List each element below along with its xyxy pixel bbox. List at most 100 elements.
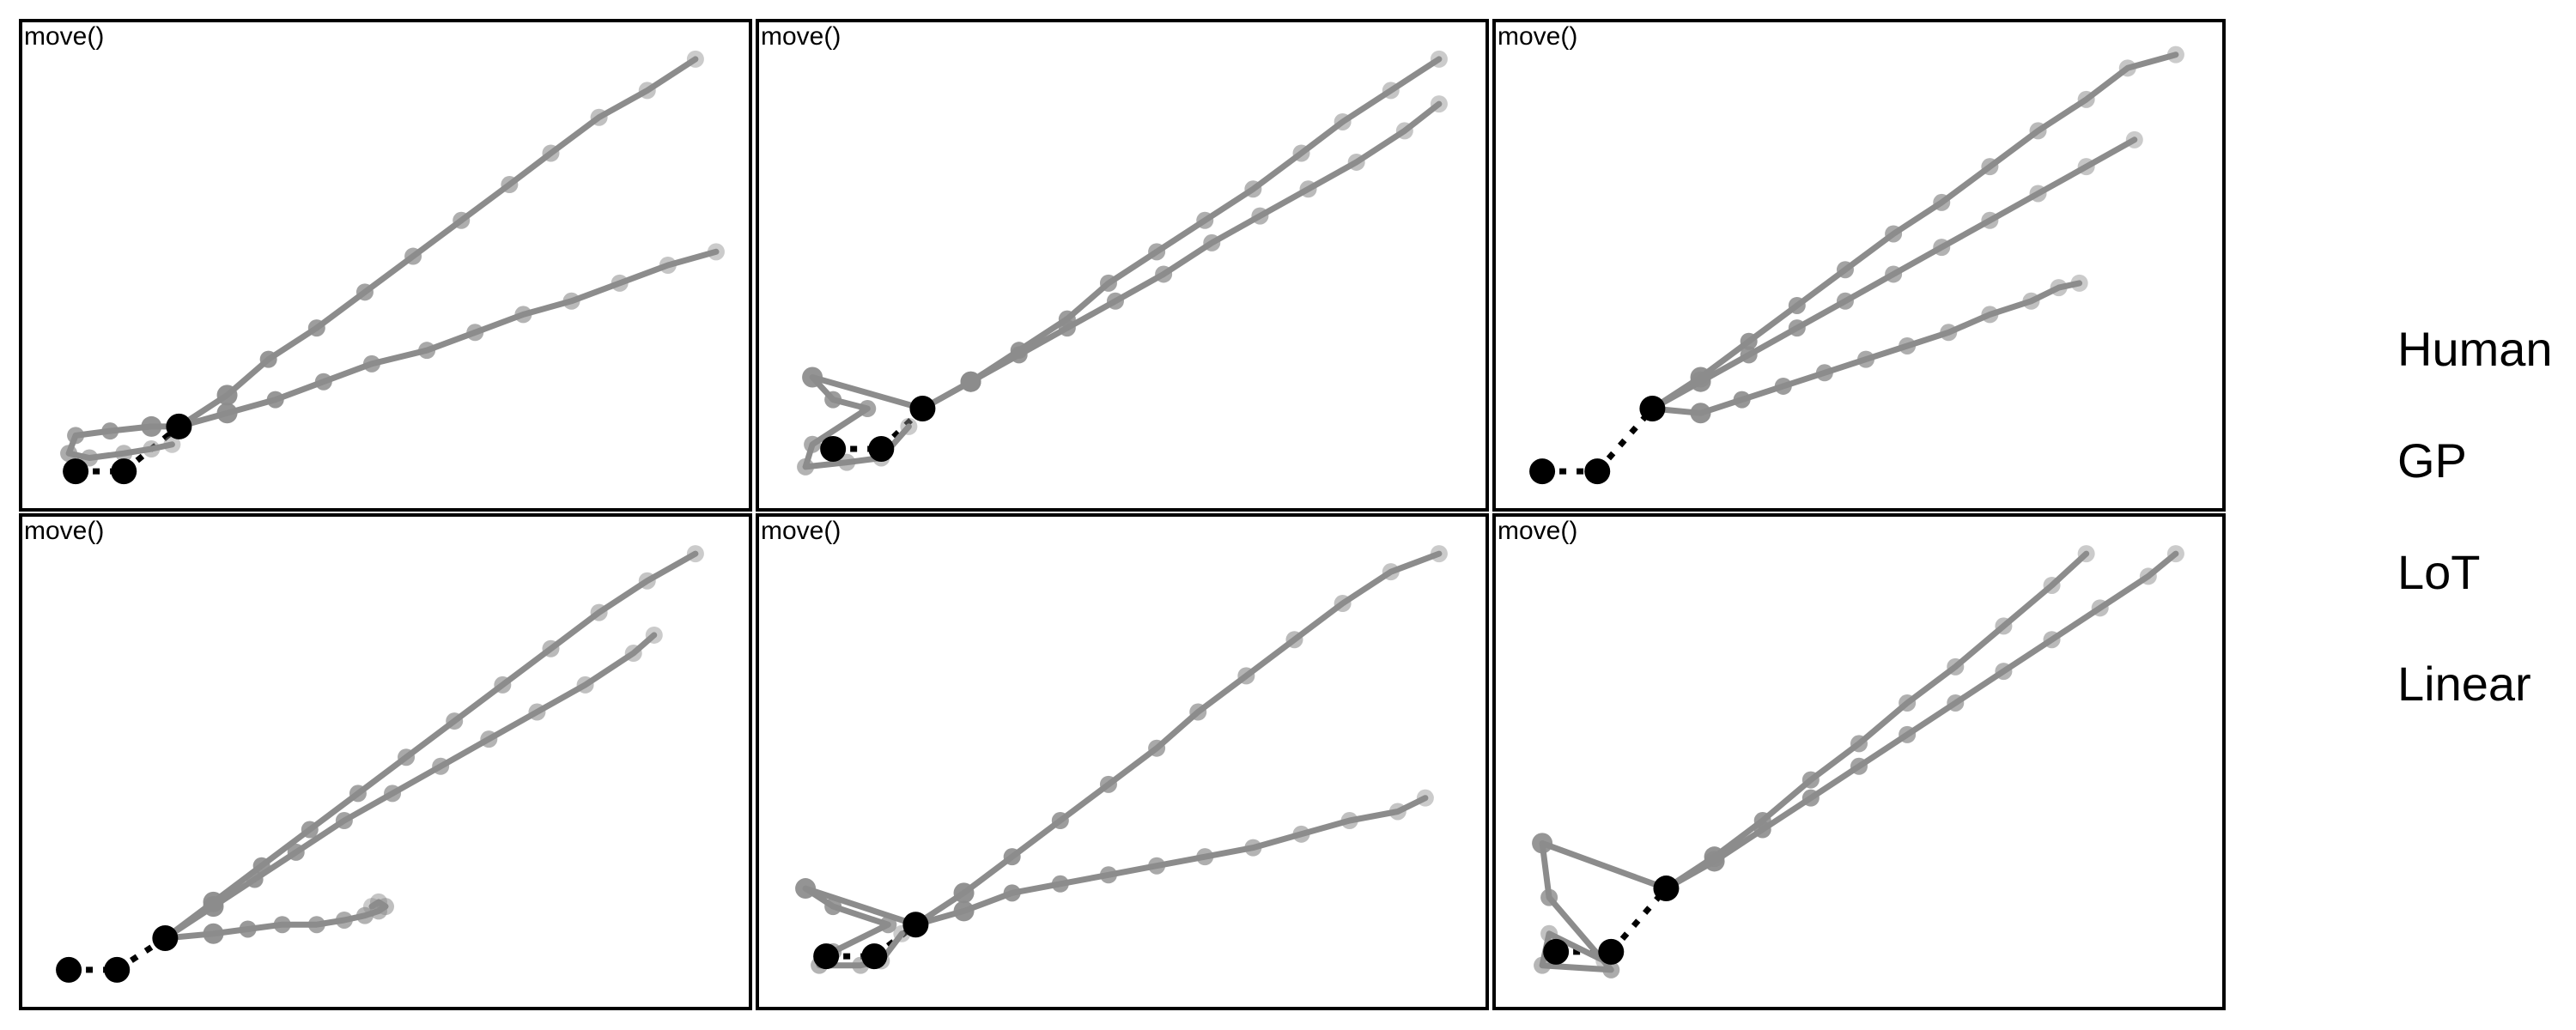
trajectory bbox=[168, 50, 704, 437]
trajectory-point bbox=[349, 785, 367, 803]
trajectory-point bbox=[1244, 839, 1262, 857]
trajectory-point bbox=[1995, 663, 2013, 681]
panel-title: move() bbox=[761, 517, 841, 545]
trajectory-point bbox=[1602, 960, 1620, 978]
anchor-connector bbox=[1608, 886, 1669, 954]
trajectory-point bbox=[2022, 292, 2040, 310]
panel-title: move() bbox=[24, 517, 104, 545]
trajectory-point bbox=[259, 350, 277, 368]
trajectory-point bbox=[797, 457, 815, 476]
anchor-point bbox=[1543, 938, 1570, 965]
trajectory-point bbox=[163, 435, 181, 453]
trajectory bbox=[168, 243, 725, 437]
anchor-point bbox=[166, 413, 192, 439]
trajectory-point bbox=[239, 920, 257, 938]
trajectory-point bbox=[1189, 703, 1207, 721]
trajectory-point bbox=[900, 417, 918, 435]
trajectory-point bbox=[824, 391, 842, 409]
trajectory-point bbox=[101, 422, 119, 440]
trajectory-point bbox=[1196, 211, 1214, 229]
trajectory-point bbox=[1995, 617, 2013, 635]
trajectory-point bbox=[1334, 595, 1352, 613]
legend-item-human: Human bbox=[2397, 322, 2553, 376]
trajectory-point bbox=[1347, 153, 1365, 171]
trajectory-point bbox=[362, 898, 380, 916]
trajectory-point bbox=[1430, 545, 1448, 563]
panel-grid: move() move() move() move() move() move() bbox=[19, 19, 2226, 1010]
panel-frame bbox=[756, 19, 1489, 512]
trajectory-point bbox=[611, 274, 629, 292]
trajectory-point bbox=[1251, 207, 1269, 225]
trajectory-point bbox=[1690, 371, 1711, 392]
trajectory-point bbox=[1382, 82, 1400, 100]
trajectory-point bbox=[1430, 95, 1448, 113]
trajectory-point bbox=[1534, 956, 1552, 974]
legend-item-gp: GP bbox=[2397, 433, 2467, 488]
trajectory-point bbox=[1690, 403, 1711, 424]
trajectory-point bbox=[802, 367, 823, 388]
anchor-point bbox=[1584, 458, 1611, 485]
anchor-point bbox=[813, 943, 840, 970]
trajectory-point bbox=[2043, 576, 2061, 594]
trajectory-point bbox=[1885, 225, 1903, 243]
trajectory-point bbox=[1106, 292, 1124, 310]
legend: Human GP LoT Linear bbox=[2397, 322, 2553, 711]
panel-title: move() bbox=[1498, 22, 1577, 51]
trajectory-point bbox=[418, 342, 436, 360]
anchor-point bbox=[111, 458, 137, 485]
trajectory-point bbox=[2091, 599, 2109, 617]
trajectory-point bbox=[590, 603, 608, 621]
trajectory-point bbox=[960, 371, 981, 392]
trajectory-point bbox=[1532, 833, 1553, 854]
trajectory-point bbox=[2077, 158, 2095, 176]
trajectory-point bbox=[1292, 144, 1310, 162]
anchor-connector bbox=[1595, 406, 1656, 474]
trajectory-line bbox=[919, 100, 1443, 412]
trajectory-point bbox=[1099, 274, 1117, 292]
trajectory-point bbox=[542, 639, 560, 657]
trajectory-point bbox=[1416, 789, 1434, 807]
trajectory-point bbox=[398, 748, 416, 766]
trajectory-point bbox=[1981, 306, 1999, 324]
trajectory-point bbox=[2139, 567, 2157, 585]
trajectory-point bbox=[1540, 924, 1558, 942]
trajectory-line bbox=[175, 56, 699, 430]
trajectory-point bbox=[501, 176, 519, 194]
panel-top-right: move() bbox=[1492, 19, 2226, 512]
trajectory-point bbox=[1099, 866, 1117, 884]
trajectory-point bbox=[453, 211, 471, 229]
trajectory-point bbox=[81, 449, 99, 467]
anchor-point bbox=[104, 956, 131, 983]
trajectory-point bbox=[1940, 324, 1958, 342]
trajectory-point bbox=[1395, 122, 1413, 140]
trajectory-point bbox=[1801, 789, 1820, 807]
trajectory-point bbox=[638, 82, 656, 100]
panel-frame bbox=[1492, 513, 2226, 1010]
trajectory-point bbox=[1155, 265, 1173, 283]
trajectory-point bbox=[1815, 364, 1833, 382]
trajectory-point bbox=[659, 257, 677, 274]
trajectory-point bbox=[1899, 725, 1917, 743]
panel-title: move() bbox=[1498, 517, 1577, 545]
trajectory-point bbox=[1203, 233, 1221, 251]
trajectory-point bbox=[624, 645, 642, 663]
trajectory-point bbox=[314, 373, 332, 391]
trajectory-point bbox=[1857, 350, 1875, 368]
trajectory bbox=[1656, 545, 2184, 900]
trajectory-point bbox=[369, 893, 387, 911]
trajectory-point bbox=[1051, 812, 1069, 830]
trajectory-point bbox=[1237, 667, 1255, 685]
trajectory-point bbox=[1740, 346, 1758, 364]
trajectory-point bbox=[115, 445, 133, 463]
trajectory-point bbox=[2050, 279, 2068, 297]
trajectory-line bbox=[1662, 550, 2090, 892]
panel-bottom-right: move() bbox=[1492, 513, 2226, 1010]
trajectory-point bbox=[1774, 377, 1792, 395]
legend-item-lot: LoT bbox=[2397, 545, 2481, 599]
trajectory-point bbox=[1003, 884, 1021, 902]
trajectory-point bbox=[824, 898, 842, 916]
trajectory-point bbox=[273, 916, 291, 934]
trajectory-point bbox=[1933, 239, 1951, 257]
trajectory-point bbox=[1885, 265, 1903, 283]
